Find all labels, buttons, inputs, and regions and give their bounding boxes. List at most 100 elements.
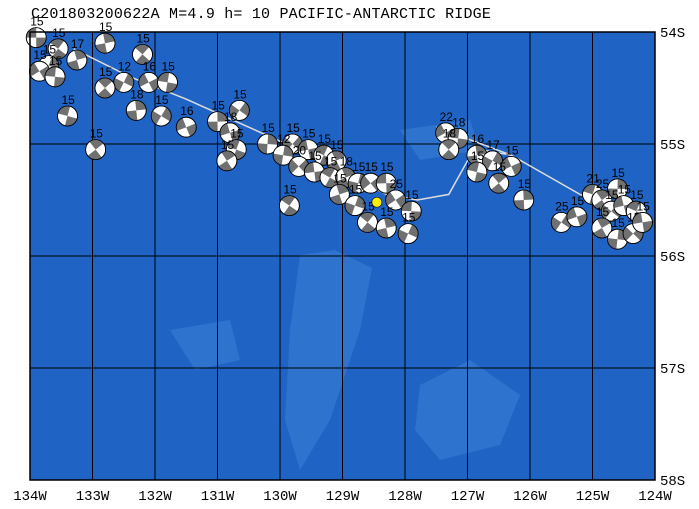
focal-mechanism: 15 <box>44 54 66 88</box>
event-depth-label: 15 <box>402 211 416 225</box>
event-depth-label: 15 <box>287 121 301 135</box>
focal-mechanism: 15 <box>132 31 153 65</box>
map-title: C201803200622A M=4.9 h= 10 PACIFIC-ANTAR… <box>31 6 492 23</box>
focal-mechanism: 15 <box>207 99 228 132</box>
beachball-compression <box>217 111 228 122</box>
beachball-compression <box>360 175 371 190</box>
beachball-compression <box>386 182 397 194</box>
focal-mechanism: 15 <box>375 160 397 194</box>
focal-mechanism: 15 <box>57 93 78 127</box>
longitude-label: 129W <box>326 489 360 505</box>
beachball-rim <box>328 183 350 205</box>
focal-mechanism: 18 <box>125 87 147 121</box>
beachball-rim <box>175 116 197 138</box>
beachball-compression <box>601 204 612 219</box>
latitude-label: 55S <box>660 138 685 154</box>
event-depth-label: 17 <box>487 138 501 152</box>
beachball-compression <box>642 220 653 233</box>
beachball-rim <box>257 133 278 155</box>
beachball-compression <box>491 183 506 194</box>
beachball-rim <box>344 195 366 217</box>
beachball-compression <box>623 226 634 241</box>
focal-mechanism: 15 <box>397 211 419 245</box>
event-depth-label: 22 <box>440 110 454 124</box>
beachball-compression <box>401 201 412 212</box>
event-depth-label: 15 <box>630 188 644 202</box>
focal-mechanism: 15 <box>607 216 628 250</box>
beachball-rim <box>513 189 535 211</box>
focal-mechanism: 15 <box>632 199 653 233</box>
beachball-compression <box>474 172 487 182</box>
event-depth-label: 15 <box>99 20 113 34</box>
event-depth-label: 16 <box>143 59 157 73</box>
event-depth-label: 15 <box>30 15 44 29</box>
beachball-rim <box>228 100 250 121</box>
beachball-compression <box>95 43 107 54</box>
event-depth-label: 18 <box>452 115 466 129</box>
focal-mechanism: 15 <box>591 205 613 239</box>
beachball-compression <box>273 153 284 166</box>
beachball-compression <box>161 107 172 122</box>
beachball-compression <box>87 149 102 160</box>
longitude-label: 124W <box>638 489 672 505</box>
latitude-label: 57S <box>660 362 685 378</box>
selected-event-marker <box>371 196 383 208</box>
event-depth-label: 15 <box>99 65 113 79</box>
focal-mechanism: 15 <box>150 93 172 127</box>
longitude-label: 130W <box>263 489 297 505</box>
focal-mechanism: 12 <box>113 59 135 93</box>
focal-mechanism: 17 <box>66 37 88 71</box>
event-depth-label: 15 <box>618 183 632 197</box>
beachball-rim <box>500 155 522 177</box>
beachball-compression <box>551 216 562 231</box>
beachball-compression <box>229 104 240 119</box>
event-depth-label: 25 <box>390 177 404 191</box>
beachball-rim <box>278 195 300 217</box>
focal-mechanism: 15 <box>94 65 116 99</box>
beachball-compression <box>97 88 112 98</box>
focal-mechanism: 20 <box>288 143 310 177</box>
beachball-rim <box>566 206 588 228</box>
beachball-compression <box>441 149 456 160</box>
beachball-compression <box>408 224 419 238</box>
focal-mechanism: 18 <box>447 115 469 149</box>
event-depth-label: 15 <box>302 127 316 141</box>
focal-mechanism: 15 <box>375 205 397 239</box>
beachball-compression <box>221 150 236 161</box>
event-depth-label: 15 <box>162 59 176 73</box>
focal-mechanism: 18 <box>219 110 241 144</box>
latitude-label: 58S <box>660 474 685 490</box>
beachball-compression <box>456 138 468 149</box>
longitude-label: 134W <box>13 489 47 505</box>
beachball-rim <box>57 105 78 127</box>
beachball-rim <box>85 139 107 161</box>
focal-mechanism: 15 <box>228 87 250 121</box>
event-depth-label: 15 <box>605 188 619 202</box>
beachball-compression <box>267 134 278 145</box>
beachball-compression <box>410 211 422 222</box>
beachball-compression <box>103 33 115 44</box>
event-depth-label: 25 <box>555 199 569 213</box>
latitude-labels: 54S 55S 56S 57S 58S <box>660 26 685 490</box>
longitude-label: 132W <box>138 489 172 505</box>
event-depth-label: 12 <box>118 59 132 73</box>
event-depth-label: 15 <box>283 183 297 197</box>
event-depth-label: 15 <box>49 54 63 68</box>
beachball-rim <box>385 189 407 211</box>
latitude-label: 56S <box>660 250 685 266</box>
event-depth-label: 15 <box>324 155 338 169</box>
event-depth-label: 15 <box>262 121 276 135</box>
event-depth-label: 15 <box>221 138 235 152</box>
event-depth-label: 18 <box>224 110 238 124</box>
focal-mechanism: 15 <box>400 188 422 222</box>
beachball-rim <box>44 66 66 88</box>
beachball-compression <box>98 78 113 88</box>
focal-mechanism: 12 <box>272 132 294 166</box>
beachball-compression <box>613 195 624 208</box>
event-depth-label: 15 <box>612 166 626 180</box>
beachball-compression <box>54 76 65 87</box>
beachball-rim <box>375 172 397 194</box>
event-depth-label: 18 <box>130 87 144 101</box>
event-depth-label: 21 <box>587 171 601 185</box>
